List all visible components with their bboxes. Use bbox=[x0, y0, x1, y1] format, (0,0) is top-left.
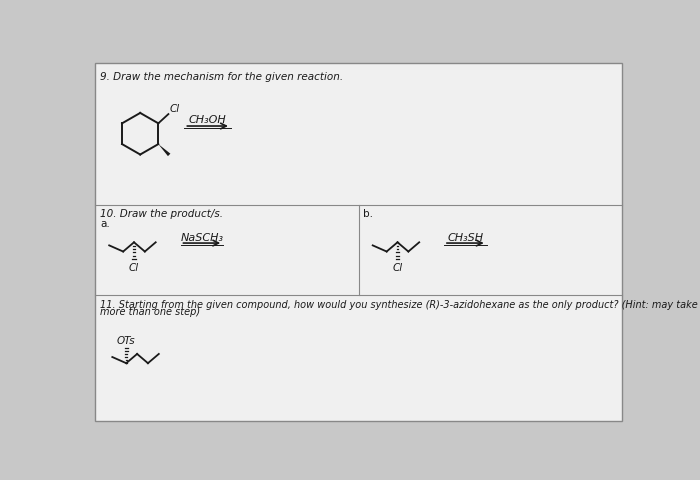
Text: b.: b. bbox=[363, 209, 373, 219]
Text: OTs: OTs bbox=[117, 336, 136, 346]
Text: CH₃OH: CH₃OH bbox=[189, 115, 227, 125]
Text: Cl: Cl bbox=[169, 103, 179, 113]
Text: 11. Starting from the given compound, how would you synthesize (R)-3-azidohexane: 11. Starting from the given compound, ho… bbox=[100, 299, 698, 309]
Text: 9. Draw the mechanism for the given reaction.: 9. Draw the mechanism for the given reac… bbox=[100, 72, 343, 82]
Polygon shape bbox=[158, 145, 170, 157]
Text: CH₃SH: CH₃SH bbox=[447, 232, 484, 242]
Text: a.: a. bbox=[100, 218, 110, 228]
Text: Cl: Cl bbox=[129, 262, 139, 272]
Text: Cl: Cl bbox=[393, 262, 402, 272]
Text: more than one step): more than one step) bbox=[100, 307, 200, 316]
Text: NaSCH₃: NaSCH₃ bbox=[181, 232, 223, 242]
Text: 10. Draw the product/s.: 10. Draw the product/s. bbox=[100, 209, 223, 219]
